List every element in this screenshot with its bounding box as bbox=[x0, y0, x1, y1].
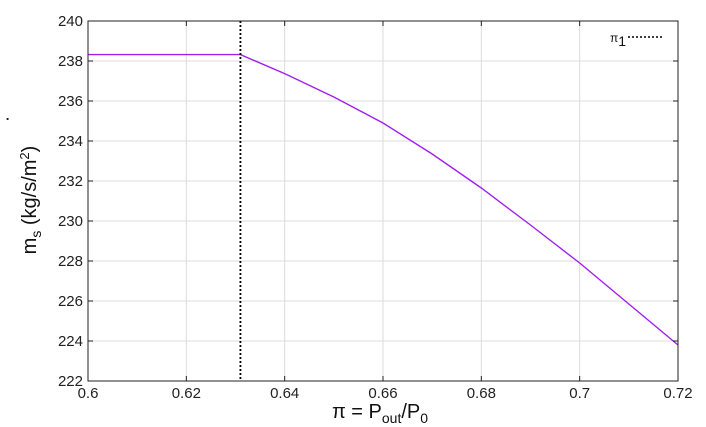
y-label-dot: ˙ bbox=[3, 114, 28, 121]
y-tick-label: 238 bbox=[58, 53, 83, 70]
y-label-sup: 2 bbox=[17, 152, 32, 159]
x-tick-label: 0.64 bbox=[270, 385, 299, 402]
y-tick-label: 230 bbox=[58, 213, 83, 230]
y-tick-label: 240 bbox=[58, 13, 83, 30]
grid bbox=[87, 20, 679, 382]
y-label-unit-post: ) bbox=[19, 146, 41, 153]
x-tick-label: 0.62 bbox=[172, 385, 201, 402]
x-label-main: π = P bbox=[332, 401, 382, 423]
x-label-mid: /P bbox=[401, 401, 420, 423]
y-label-main: m bbox=[19, 238, 41, 255]
x-tick-label: 0.66 bbox=[368, 385, 397, 402]
x-tick-label: 0.7 bbox=[569, 385, 590, 402]
x-label-sub1: out bbox=[382, 410, 402, 426]
x-tick-label: 0.6 bbox=[78, 385, 99, 402]
legend-label: π1 bbox=[610, 31, 626, 49]
y-label-unit-pre: (kg/s/m bbox=[19, 160, 41, 231]
y-tick-label: 222 bbox=[58, 373, 83, 390]
y-label-sub: s bbox=[28, 231, 44, 238]
y-tick-label: 234 bbox=[58, 133, 83, 150]
x-tick-label: 0.72 bbox=[663, 385, 692, 402]
legend-label-sub: 1 bbox=[618, 33, 626, 49]
x-ticks: 0.6 0.62 0.64 0.66 0.68 0.7 0.72 bbox=[78, 21, 693, 402]
x-label-sub2: 0 bbox=[420, 410, 428, 426]
y-tick-label: 224 bbox=[58, 333, 83, 350]
y-tick-label: 228 bbox=[58, 253, 83, 270]
legend-label-main: π bbox=[610, 31, 618, 45]
series-layer bbox=[88, 53, 679, 346]
x-axis-label: π = Pout/P0 bbox=[332, 401, 428, 426]
series-line-0 bbox=[88, 53, 679, 346]
x-tick-label: 0.68 bbox=[467, 385, 496, 402]
y-tick-label: 226 bbox=[58, 293, 83, 310]
legend: π1 bbox=[610, 31, 664, 49]
y-ticks: 222 224 226 228 230 232 234 236 238 240 bbox=[58, 13, 678, 390]
y-axis-label: ms (kg/s/m2) bbox=[17, 146, 44, 255]
y-tick-label: 236 bbox=[58, 93, 83, 110]
y-tick-label: 232 bbox=[58, 173, 83, 190]
